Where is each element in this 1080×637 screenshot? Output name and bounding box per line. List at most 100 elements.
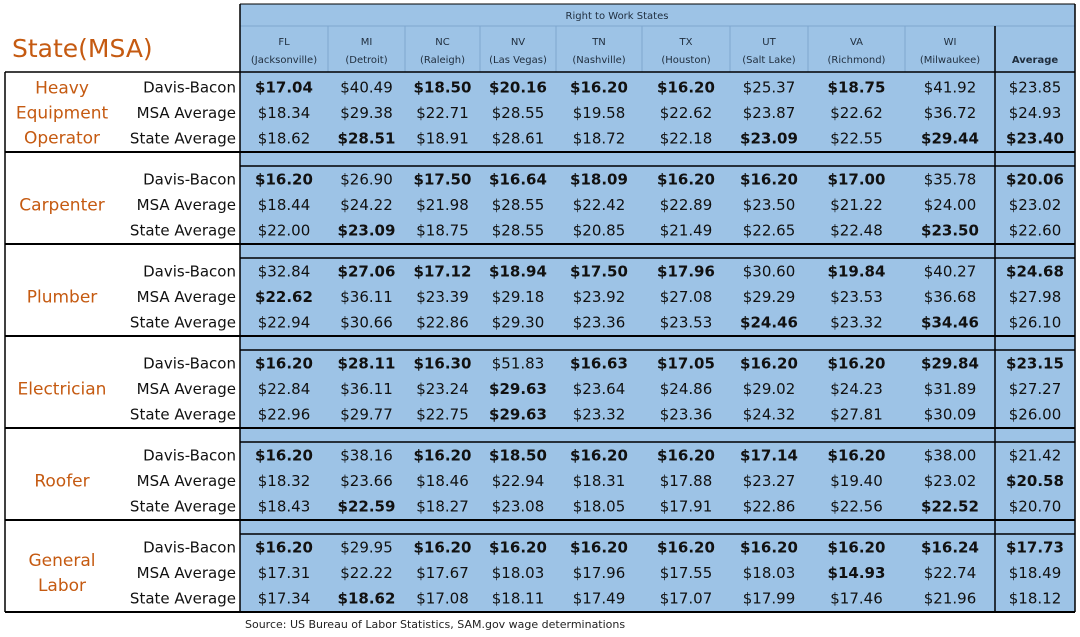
wage-cell: $22.00: [258, 222, 311, 240]
wage-cell: $22.96: [258, 406, 311, 424]
wage-cell: $28.51: [338, 130, 396, 148]
wage-cell: $16.63: [570, 355, 628, 373]
wage-cell: $16.20: [740, 539, 798, 557]
occupation-label: Plumber: [27, 288, 98, 308]
source-note: Source: US Bureau of Labor Statistics, S…: [245, 618, 625, 631]
wage-cell: $36.11: [340, 380, 393, 398]
occupation-label: Labor: [38, 576, 86, 596]
wage-cell: $22.74: [924, 564, 977, 582]
wage-cell: $29.30: [492, 314, 545, 332]
wage-cell: $24.93: [1009, 104, 1062, 122]
wage-cell: $18.43: [258, 498, 311, 516]
column-state: NV: [511, 37, 525, 48]
wage-cell: $17.46: [830, 590, 883, 608]
wage-cell: $16.20: [657, 539, 715, 557]
row-label: MSA Average: [137, 104, 236, 122]
wage-cell: $30.60: [743, 263, 796, 281]
row-label: MSA Average: [137, 380, 236, 398]
wage-cell: $26.90: [340, 171, 393, 189]
wage-cell: $16.20: [657, 171, 715, 189]
wage-cell: $17.34: [258, 590, 311, 608]
wage-cell: $16.20: [570, 447, 628, 465]
wage-cell: $23.92: [573, 288, 626, 306]
wage-cell: $18.34: [258, 104, 311, 122]
row-label: Davis-Bacon: [143, 263, 236, 281]
wage-cell: $27.98: [1009, 288, 1062, 306]
wage-cell: $29.18: [492, 288, 545, 306]
wage-cell: $22.55: [830, 130, 883, 148]
wage-cell: $27.81: [830, 406, 883, 424]
column-state: VA: [850, 37, 863, 48]
wage-cell: $16.20: [414, 447, 472, 465]
wage-cell: $17.67: [416, 564, 469, 582]
wage-cell: $22.62: [660, 104, 713, 122]
wage-cell: $35.78: [924, 171, 977, 189]
wage-cell: $18.03: [743, 564, 796, 582]
wage-cell: $23.40: [1006, 130, 1064, 148]
table-title: State(MSA): [12, 34, 153, 63]
wage-cell: $17.08: [416, 590, 469, 608]
wage-cell: $16.20: [740, 355, 798, 373]
wage-cell: $38.00: [924, 447, 977, 465]
wage-cell: $29.63: [489, 380, 547, 398]
wage-cell: $23.08: [492, 498, 545, 516]
wage-cell: $40.49: [340, 79, 393, 97]
wage-cell: $16.20: [255, 355, 313, 373]
wage-cell: $21.22: [830, 196, 883, 214]
wage-cell: $29.84: [921, 355, 979, 373]
wage-cell: $25.37: [743, 79, 796, 97]
wage-cell: $23.24: [416, 380, 469, 398]
wage-cell: $21.49: [660, 222, 713, 240]
wage-cell: $17.07: [660, 590, 713, 608]
wage-cell: $18.75: [828, 79, 886, 97]
wage-cell: $23.53: [660, 314, 713, 332]
wage-cell: $18.11: [492, 590, 545, 608]
wage-cell: $38.16: [340, 447, 393, 465]
wage-cell: $19.40: [830, 472, 883, 490]
wage-cell: $22.89: [660, 196, 713, 214]
wage-cell: $23.15: [1006, 355, 1064, 373]
occupation-label: Equipment: [16, 104, 109, 124]
wage-cell: $22.59: [338, 498, 396, 516]
wage-cell: $22.60: [1009, 222, 1062, 240]
table-background: [240, 4, 1075, 612]
wage-cell: $21.42: [1009, 447, 1062, 465]
wage-cell: $36.11: [340, 288, 393, 306]
wage-cell: $28.11: [338, 355, 396, 373]
wage-cell: $26.10: [1009, 314, 1062, 332]
wage-cell: $22.94: [492, 472, 545, 490]
wage-cell: $27.08: [660, 288, 713, 306]
wage-cell: $22.22: [340, 564, 393, 582]
wage-cell: $17.96: [573, 564, 626, 582]
wage-cell: $19.58: [573, 104, 626, 122]
wage-cell: $28.61: [492, 130, 545, 148]
wage-cell: $24.68: [1006, 263, 1064, 281]
wage-cell: $24.00: [924, 196, 977, 214]
occupation-label: Carpenter: [19, 196, 104, 216]
wage-cell: $32.84: [258, 263, 311, 281]
wage-cell: $17.50: [570, 263, 628, 281]
wage-cell: $17.49: [573, 590, 626, 608]
wage-cell: $23.36: [573, 314, 626, 332]
wage-cell: $31.89: [924, 380, 977, 398]
wage-cell: $23.02: [924, 472, 977, 490]
row-label: Davis-Bacon: [143, 355, 236, 373]
wage-cell: $22.94: [258, 314, 311, 332]
wage-cell: $18.50: [414, 79, 472, 97]
row-label: Davis-Bacon: [143, 447, 236, 465]
wage-cell: $34.46: [921, 314, 979, 332]
column-state: TX: [679, 37, 693, 48]
wage-cell: $29.38: [340, 104, 393, 122]
column-state: Average: [1012, 55, 1059, 66]
wage-cell: $16.20: [828, 539, 886, 557]
wage-cell: $23.09: [338, 222, 396, 240]
wage-cell: $16.20: [740, 171, 798, 189]
wage-cell: $36.72: [924, 104, 977, 122]
wage-cell: $23.53: [830, 288, 883, 306]
wage-cell: $30.66: [340, 314, 393, 332]
wage-cell: $18.62: [338, 590, 396, 608]
column-msa: (Detroit): [345, 55, 387, 66]
wage-cell: $16.20: [255, 447, 313, 465]
wage-cell: $16.24: [921, 539, 979, 557]
wage-cell: $40.27: [924, 263, 977, 281]
